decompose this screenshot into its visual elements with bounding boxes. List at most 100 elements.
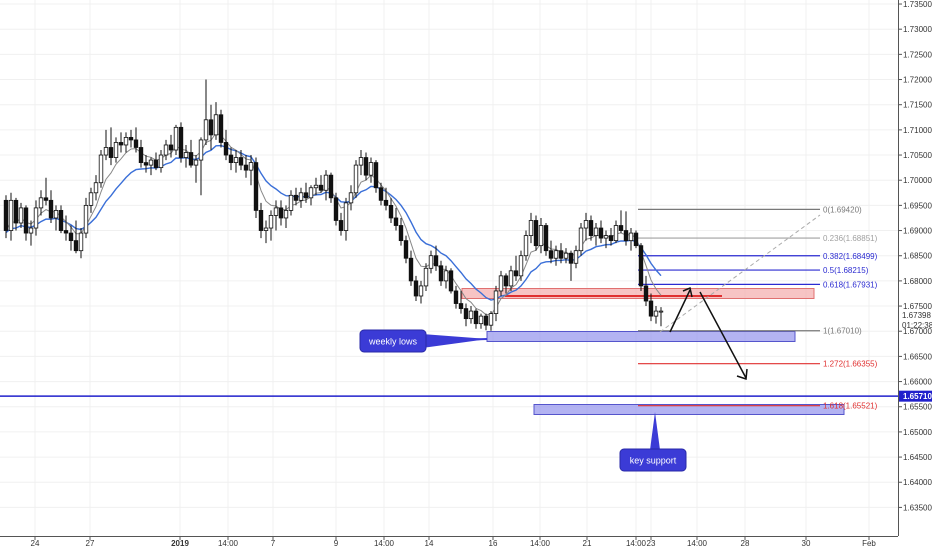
candle[interactable] [23,205,29,241]
candle[interactable] [558,243,564,264]
candle[interactable] [63,215,69,241]
candle[interactable] [378,182,384,206]
candle[interactable] [628,228,634,251]
candle[interactable] [43,177,49,206]
candle[interactable] [453,285,459,309]
candle[interactable] [248,155,254,186]
candle[interactable] [228,147,234,171]
candle[interactable] [18,202,24,229]
candle[interactable] [358,150,364,176]
candle[interactable] [373,160,379,193]
candle[interactable] [83,197,89,239]
candle[interactable] [13,197,19,231]
candle[interactable] [8,192,14,241]
candle[interactable] [208,104,214,151]
candle[interactable] [68,225,74,251]
candle[interactable] [468,306,474,324]
candle[interactable] [478,313,484,329]
candle[interactable] [458,290,464,314]
candle[interactable] [623,211,629,246]
candle[interactable] [158,150,164,173]
candle[interactable] [278,200,284,226]
candle[interactable] [398,217,404,246]
candle[interactable] [608,228,614,246]
candle[interactable] [518,250,524,281]
candle[interactable] [448,268,454,294]
candle[interactable] [573,245,579,269]
candle[interactable] [218,109,224,148]
candle[interactable] [163,139,169,161]
candle[interactable] [3,195,9,239]
candle[interactable] [583,212,589,241]
candle[interactable] [578,222,584,256]
candle[interactable] [333,192,339,226]
candle[interactable] [498,270,504,296]
candle[interactable] [313,177,319,196]
candle[interactable] [508,265,514,291]
candle[interactable] [418,280,424,304]
candle[interactable] [268,210,274,241]
candle[interactable] [98,150,104,188]
candle[interactable] [353,160,359,198]
candle[interactable] [488,311,494,331]
candle[interactable] [103,129,109,161]
candle[interactable] [388,197,394,223]
candle[interactable] [653,306,659,324]
candle[interactable] [183,144,189,168]
candle[interactable] [108,127,114,166]
candle[interactable] [643,275,649,307]
candle[interactable] [168,134,174,158]
candle[interactable] [408,250,414,286]
candle[interactable] [513,255,519,281]
candle[interactable] [53,205,59,231]
candle[interactable] [73,220,79,254]
candle[interactable] [263,220,269,244]
candle[interactable] [598,220,604,244]
candle[interactable] [258,202,264,239]
candle[interactable] [318,175,324,193]
candle[interactable] [393,207,399,231]
candle[interactable] [618,210,624,234]
candle[interactable] [633,230,639,249]
candle[interactable] [118,132,124,153]
candle[interactable] [428,250,434,274]
candle[interactable] [283,205,289,229]
time-axis[interactable]: 24 27 2019 14:00 7 9 14:00 14 16 14:00 21 14:00 23 14… [0,536,898,548]
candle[interactable] [213,102,219,140]
candle[interactable] [238,150,244,171]
candle[interactable] [658,307,664,327]
candle[interactable] [473,308,479,329]
candle[interactable] [253,157,259,218]
candle[interactable] [553,245,559,266]
candle[interactable] [463,303,469,327]
candle[interactable] [348,185,354,211]
candle[interactable] [223,129,229,161]
candle[interactable] [613,220,619,244]
candle[interactable] [638,243,644,291]
candle[interactable] [528,212,534,244]
candle[interactable] [128,129,134,148]
candle[interactable] [483,313,489,331]
candle[interactable] [433,245,439,271]
candle[interactable] [233,150,239,173]
candle[interactable] [343,197,349,241]
candle[interactable] [88,187,94,213]
candle[interactable] [28,220,34,246]
candle[interactable] [178,122,184,163]
candle[interactable] [363,152,369,181]
candle[interactable] [143,155,149,173]
candle[interactable] [78,228,84,259]
candle[interactable] [193,155,199,183]
candle[interactable] [198,137,204,196]
candle[interactable] [58,205,64,234]
candle[interactable] [133,127,139,153]
candle[interactable] [173,124,179,156]
candle[interactable] [533,215,539,251]
candle[interactable] [273,200,279,231]
candle[interactable] [493,285,499,322]
candle[interactable] [403,235,409,264]
candle[interactable] [288,190,294,216]
candle[interactable] [548,240,554,264]
candle[interactable] [303,182,309,203]
candle[interactable] [308,185,314,206]
